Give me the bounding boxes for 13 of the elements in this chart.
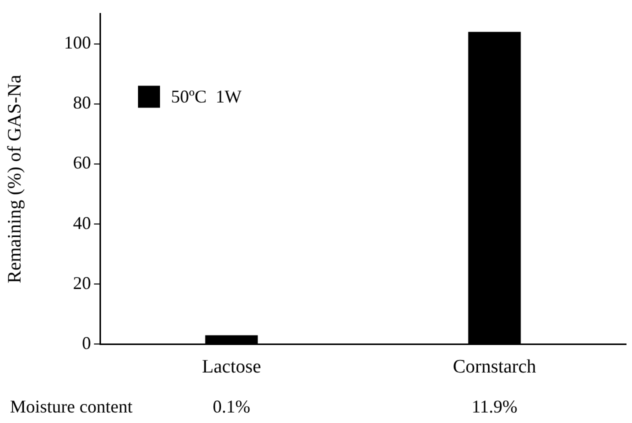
y-tick-label: 80 [73,92,91,113]
text: 11.9% [472,396,518,417]
legend-label: 50ºC 1W [171,86,242,107]
y-tick-label: 100 [64,32,91,53]
y-tick-label: 0 [82,332,91,353]
y-axis-title: Remaining (%) of GAS-Na [4,74,26,284]
text: Moisture content [10,396,132,417]
y-tick-label: 20 [73,272,91,293]
y-tick-label: 40 [73,212,91,233]
text: 0.1% [212,396,250,417]
x-tick-label: Cornstarch [452,356,537,378]
y-tick-label: 60 [73,152,91,173]
x-tick-label: Lactose [202,356,262,378]
